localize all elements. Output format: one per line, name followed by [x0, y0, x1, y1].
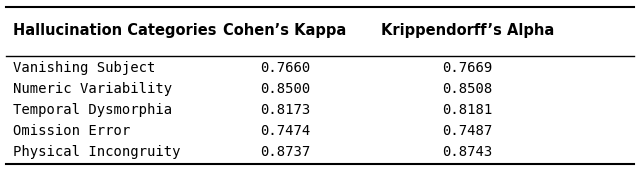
Text: Numeric Variability: Numeric Variability [13, 82, 172, 96]
Text: Physical Incongruity: Physical Incongruity [13, 145, 180, 159]
Text: Omission Error: Omission Error [13, 124, 130, 138]
Text: 0.7660: 0.7660 [260, 61, 310, 75]
Text: 0.7669: 0.7669 [442, 61, 492, 75]
Text: Vanishing Subject: Vanishing Subject [13, 61, 155, 75]
Text: Hallucination Categories: Hallucination Categories [13, 23, 216, 38]
Text: Temporal Dysmorphia: Temporal Dysmorphia [13, 103, 172, 117]
Text: 0.8500: 0.8500 [260, 82, 310, 96]
Text: 0.8508: 0.8508 [442, 82, 492, 96]
Text: Cohen’s Kappa: Cohen’s Kappa [223, 23, 346, 38]
Text: 0.7487: 0.7487 [442, 124, 492, 138]
Text: 0.8181: 0.8181 [442, 103, 492, 117]
Text: Krippendorff’s Alpha: Krippendorff’s Alpha [381, 23, 554, 38]
Text: 0.8173: 0.8173 [260, 103, 310, 117]
Text: 0.7474: 0.7474 [260, 124, 310, 138]
Text: 0.8743: 0.8743 [442, 145, 492, 159]
Text: 0.8737: 0.8737 [260, 145, 310, 159]
